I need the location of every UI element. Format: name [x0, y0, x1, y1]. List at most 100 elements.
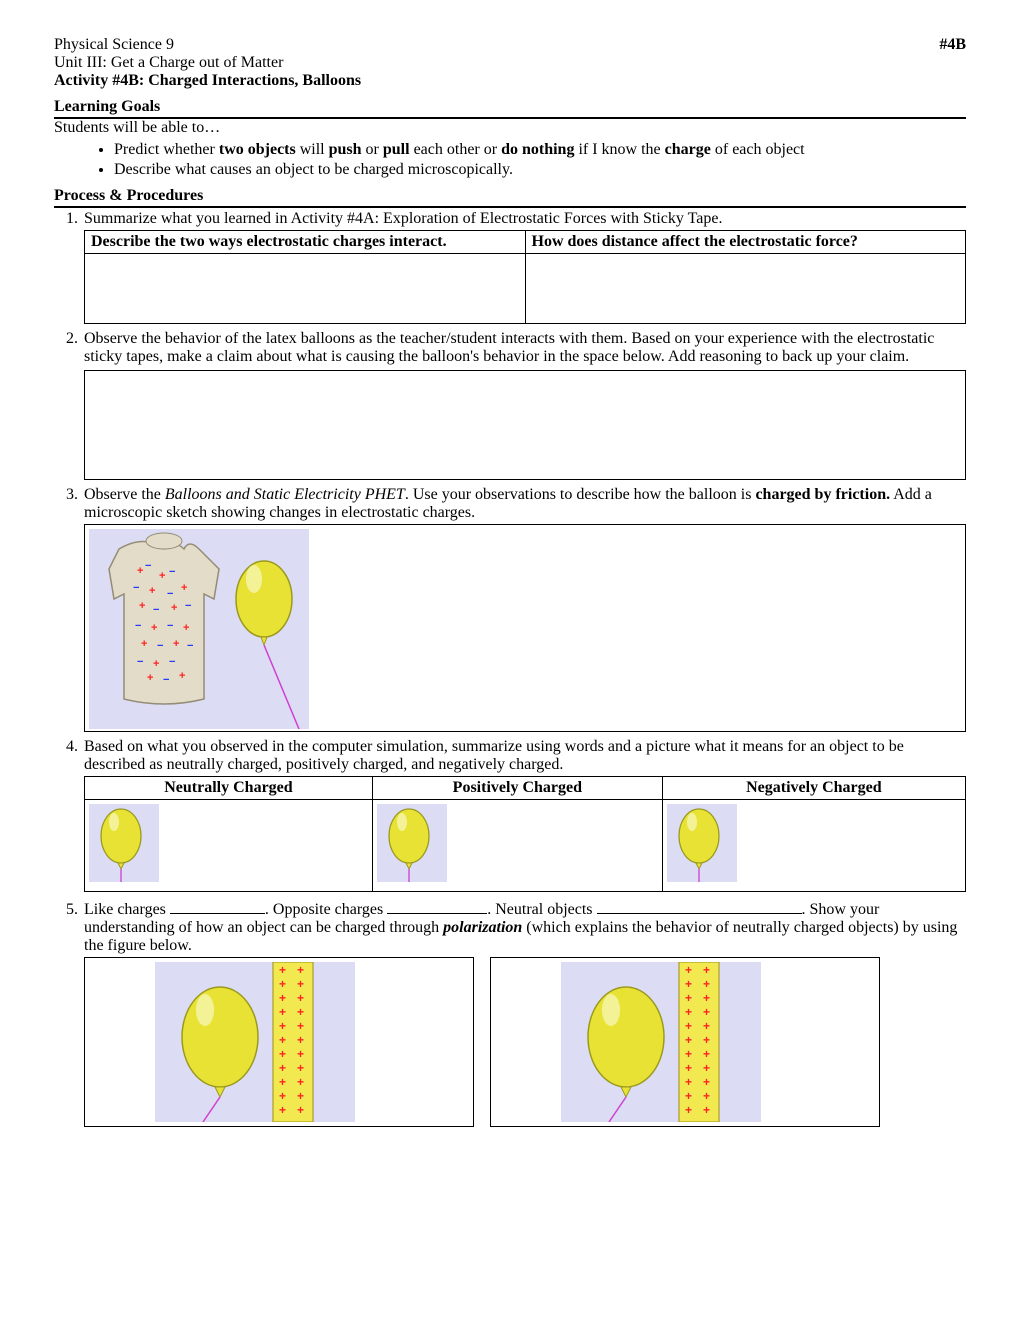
svg-text:+: + [173, 638, 179, 650]
svg-text:+: + [279, 991, 286, 1005]
q5-box-right[interactable]: ++ ++ ++ ++ ++ ++ ++ ++ ++ ++ ++ [490, 957, 880, 1127]
process-heading: Process & Procedures [54, 187, 966, 208]
svg-text:+: + [685, 1061, 692, 1075]
q1-answer-a[interactable] [85, 254, 526, 324]
q4-h3: Negatively Charged [662, 777, 965, 800]
svg-text:−: − [157, 640, 163, 652]
svg-text:+: + [297, 1033, 304, 1047]
balloon-wall-icon: ++ ++ ++ ++ ++ ++ ++ ++ ++ ++ ++ [561, 962, 761, 1122]
svg-text:+: + [297, 1061, 304, 1075]
goal-1: Predict whether two objects will push or… [114, 141, 966, 159]
svg-text:+: + [279, 1061, 286, 1075]
q4-cell-positive[interactable] [372, 800, 662, 892]
svg-text:−: − [153, 604, 159, 616]
blank-like[interactable] [170, 898, 265, 914]
svg-text:+: + [279, 1019, 286, 1033]
svg-text:−: − [167, 620, 173, 632]
balloon-icon [89, 804, 159, 882]
svg-text:+: + [153, 658, 159, 670]
svg-text:+: + [279, 1005, 286, 1019]
unit-title: Unit III: Get a Charge out of Matter [54, 54, 361, 72]
svg-text:−: − [145, 560, 151, 572]
course-title: Physical Science 9 [54, 36, 361, 54]
svg-text:+: + [685, 1089, 692, 1103]
svg-text:+: + [181, 582, 187, 594]
svg-text:+: + [703, 977, 710, 991]
svg-text:+: + [703, 1075, 710, 1089]
q4-cell-neutral[interactable] [85, 800, 373, 892]
learning-goals-list: Predict whether two objects will push or… [114, 141, 966, 179]
svg-text:+: + [297, 1019, 304, 1033]
svg-text:+: + [685, 977, 692, 991]
procedure-list: Summarize what you learned in Activity #… [54, 210, 966, 1127]
svg-text:+: + [297, 1103, 304, 1117]
q2-answer-box[interactable] [84, 370, 966, 480]
svg-text:−: − [167, 588, 173, 600]
svg-text:−: − [163, 674, 169, 686]
svg-text:+: + [703, 1033, 710, 1047]
q5-box-left[interactable]: ++ ++ ++ ++ ++ ++ ++ ++ ++ ++ ++ [84, 957, 474, 1127]
learning-goals-heading: Learning Goals [54, 98, 966, 119]
svg-text:+: + [703, 963, 710, 977]
svg-text:+: + [297, 1075, 304, 1089]
svg-text:+: + [685, 1047, 692, 1061]
svg-text:−: − [133, 582, 139, 594]
goal-2: Describe what causes an object to be cha… [114, 161, 966, 179]
q1-col-b: How does distance affect the electrostat… [525, 231, 966, 254]
q4-table: Neutrally Charged Positively Charged Neg… [84, 776, 966, 892]
q5-figure-row: ++ ++ ++ ++ ++ ++ ++ ++ ++ ++ ++ [84, 957, 966, 1127]
svg-text:+: + [703, 1103, 710, 1117]
svg-text:+: + [297, 1047, 304, 1061]
svg-text:+: + [685, 1103, 692, 1117]
svg-text:+: + [685, 1005, 692, 1019]
svg-text:+: + [279, 1089, 286, 1103]
svg-text:+: + [297, 991, 304, 1005]
svg-text:+: + [703, 991, 710, 1005]
svg-text:+: + [297, 963, 304, 977]
svg-text:+: + [149, 585, 155, 597]
svg-text:+: + [179, 670, 185, 682]
svg-text:+: + [297, 1005, 304, 1019]
svg-text:+: + [279, 1103, 286, 1117]
balloon-wall-icon: ++ ++ ++ ++ ++ ++ ++ ++ ++ ++ ++ [155, 962, 355, 1122]
svg-text:+: + [703, 1089, 710, 1103]
q3-sim-box[interactable]: +− +− −+ −+ +− +− −+ −+ +− +− −+ −+ −+ [84, 524, 966, 732]
svg-text:+: + [703, 1047, 710, 1061]
question-3: Observe the Balloons and Static Electric… [82, 486, 966, 732]
activity-title: Activity #4B: Charged Interactions, Ball… [54, 72, 361, 90]
question-2: Observe the behavior of the latex balloo… [82, 330, 966, 480]
svg-text:+: + [297, 977, 304, 991]
blank-opposite[interactable] [387, 898, 487, 914]
svg-text:+: + [183, 622, 189, 634]
q4-h1: Neutrally Charged [85, 777, 373, 800]
q1-col-a: Describe the two ways electrostatic char… [85, 231, 526, 254]
q4-h2: Positively Charged [372, 777, 662, 800]
svg-text:+: + [685, 1019, 692, 1033]
svg-text:+: + [703, 1019, 710, 1033]
question-5: Like charges . Opposite charges . Neutra… [82, 898, 966, 1127]
svg-text:+: + [685, 963, 692, 977]
svg-text:−: − [135, 620, 141, 632]
svg-text:+: + [685, 1075, 692, 1089]
svg-text:+: + [141, 638, 147, 650]
svg-text:+: + [279, 1047, 286, 1061]
svg-text:−: − [185, 600, 191, 612]
svg-text:+: + [703, 1005, 710, 1019]
svg-text:+: + [279, 977, 286, 991]
learning-goals-intro: Students will be able to… [54, 119, 966, 137]
svg-text:+: + [279, 1033, 286, 1047]
q1-answer-b[interactable] [525, 254, 966, 324]
svg-text:+: + [151, 622, 157, 634]
svg-text:+: + [279, 1075, 286, 1089]
svg-text:+: + [147, 672, 153, 684]
header: Physical Science 9 Unit III: Get a Charg… [54, 36, 966, 90]
q4-cell-negative[interactable] [662, 800, 965, 892]
svg-text:−: − [169, 656, 175, 668]
svg-text:+: + [137, 565, 143, 577]
blank-neutral[interactable] [597, 898, 802, 914]
svg-text:+: + [279, 963, 286, 977]
svg-text:+: + [139, 600, 145, 612]
svg-text:+: + [297, 1089, 304, 1103]
svg-text:+: + [685, 991, 692, 1005]
svg-text:+: + [171, 602, 177, 614]
